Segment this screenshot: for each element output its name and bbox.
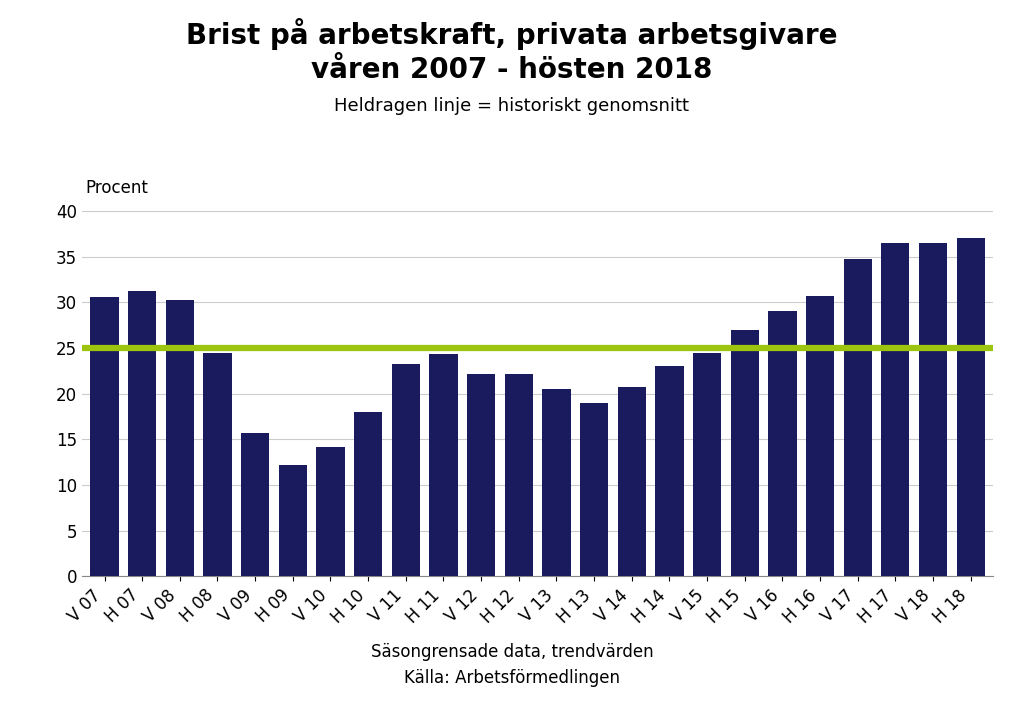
Bar: [279, 465, 307, 576]
Bar: [90, 297, 119, 576]
Bar: [693, 353, 721, 576]
Bar: [580, 403, 608, 576]
Bar: [806, 296, 835, 576]
Text: Heldragen linje = historiskt genomsnitt: Heldragen linje = historiskt genomsnitt: [335, 97, 689, 115]
Bar: [919, 243, 947, 576]
Bar: [730, 330, 759, 576]
Bar: [429, 354, 458, 576]
Bar: [956, 238, 985, 576]
Bar: [543, 389, 570, 576]
Bar: [467, 373, 496, 576]
Text: våren 2007 - hösten 2018: våren 2007 - hösten 2018: [311, 56, 713, 84]
Text: Procent: Procent: [86, 179, 148, 197]
Bar: [882, 243, 909, 576]
Bar: [655, 366, 684, 576]
Bar: [166, 300, 194, 576]
Bar: [505, 375, 532, 576]
Bar: [316, 446, 345, 576]
Bar: [354, 412, 382, 576]
Bar: [844, 259, 871, 576]
Bar: [391, 363, 420, 576]
Text: Säsongrensade data, trendvärden: Säsongrensade data, trendvärden: [371, 643, 653, 662]
Bar: [768, 311, 797, 576]
Text: Källa: Arbetsförmedlingen: Källa: Arbetsförmedlingen: [404, 669, 620, 688]
Bar: [241, 433, 269, 576]
Bar: [128, 291, 157, 576]
Bar: [617, 387, 646, 576]
Text: Brist på arbetskraft, privata arbetsgivare: Brist på arbetskraft, privata arbetsgiva…: [186, 18, 838, 50]
Bar: [204, 353, 231, 576]
